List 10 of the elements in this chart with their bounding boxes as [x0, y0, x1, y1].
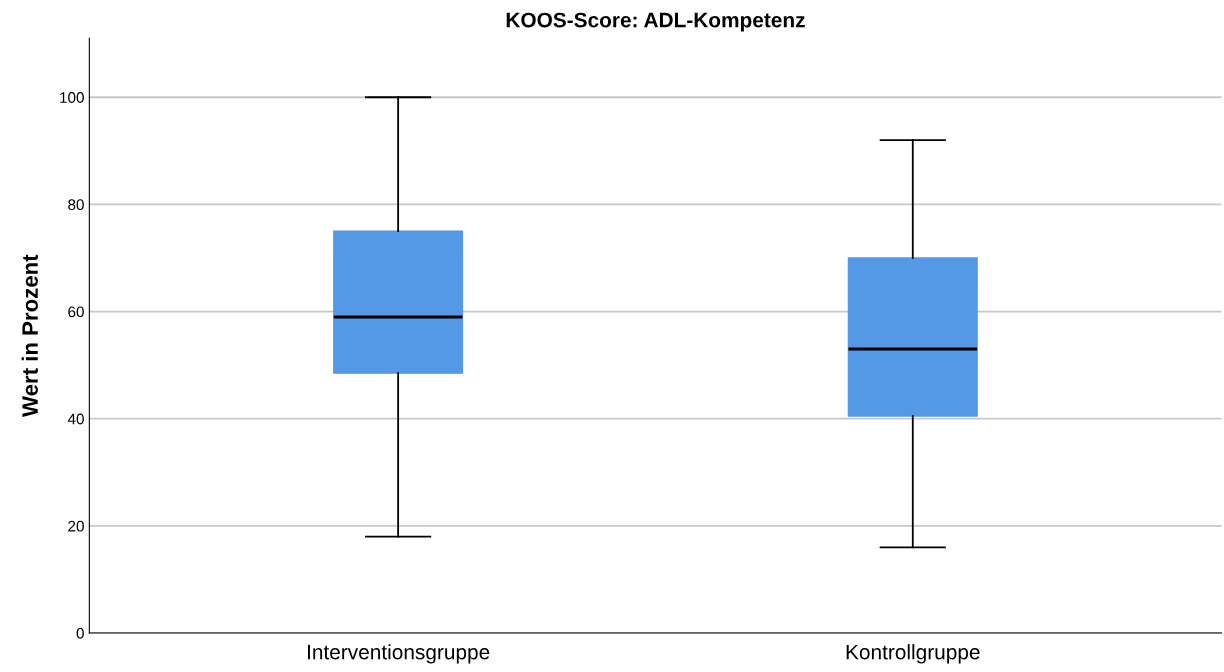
- x-tick-label: Kontrollgruppe: [846, 644, 980, 664]
- y-tick-label: 40: [67, 413, 84, 425]
- y-tick-label: 20: [68, 520, 84, 532]
- y-tick-label: 100: [60, 92, 84, 103]
- y-tick-label: 0: [76, 627, 84, 639]
- y-tick-label: 80: [68, 199, 84, 211]
- chart-title: KOOS-Score: ADL-Kompetenz: [506, 12, 805, 32]
- x-tick-label: Interventionsgruppe: [307, 644, 490, 664]
- y-tick-label: 60: [68, 306, 84, 318]
- y-axis-title: Wert in Prozent: [21, 254, 38, 417]
